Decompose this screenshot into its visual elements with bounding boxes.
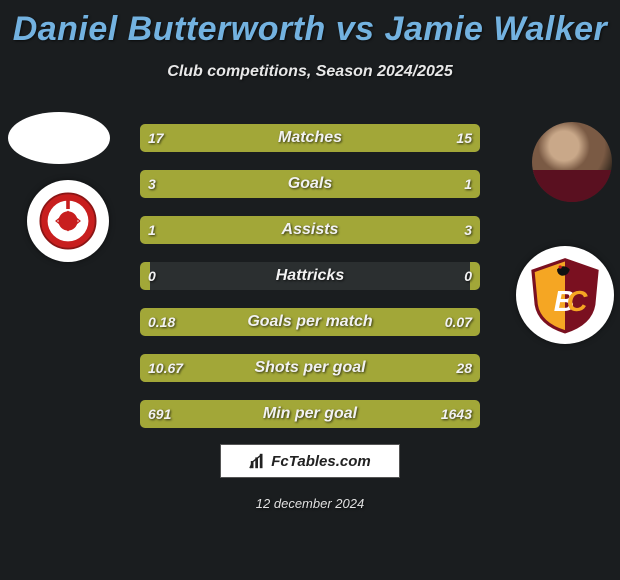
player2-avatar [532, 122, 612, 202]
brand-logo[interactable]: FcTables.com [220, 444, 400, 478]
stat-bar-right [242, 400, 480, 428]
stat-label: Hattricks [140, 267, 480, 285]
stat-bar-left [140, 170, 395, 198]
stat-row: 0.18 Goals per match 0.07 [140, 308, 480, 336]
stat-row: 0 Hattricks 0 [140, 262, 480, 290]
stat-bar-left [140, 124, 320, 152]
svg-text:C: C [567, 286, 589, 318]
stat-bar-left [140, 354, 235, 382]
stat-bar-left [140, 400, 242, 428]
stats-bars: 17 Matches 15 3 Goals 1 1 Assists 3 0 Ha… [140, 124, 480, 446]
stat-bar-right [395, 170, 480, 198]
stat-bar-right [235, 354, 480, 382]
stat-row: 3 Goals 1 [140, 170, 480, 198]
brand-text: FcTables.com [271, 453, 370, 470]
stat-row: 691 Min per goal 1643 [140, 400, 480, 428]
swindon-crest-icon [38, 191, 98, 251]
stat-row: 17 Matches 15 [140, 124, 480, 152]
stat-bar-right [385, 308, 480, 336]
stat-bar-left [140, 216, 225, 244]
stat-bar-left [140, 262, 150, 290]
stat-bar-right [320, 124, 480, 152]
stat-row: 1 Assists 3 [140, 216, 480, 244]
stat-bar-right [470, 262, 480, 290]
player2-club-badge: B C [510, 240, 620, 350]
comparison-title: Daniel Butterworth vs Jamie Walker [0, 0, 620, 49]
player1-club-badge [18, 178, 118, 263]
bar-chart-icon [249, 452, 267, 470]
footer-date: 12 december 2024 [0, 496, 620, 511]
stat-bar-left [140, 308, 385, 336]
bradford-crest-icon: B C [525, 255, 605, 335]
stat-row: 10.67 Shots per goal 28 [140, 354, 480, 382]
player1-avatar [8, 112, 110, 164]
comparison-subtitle: Club competitions, Season 2024/2025 [0, 63, 620, 81]
stat-bar-right [225, 216, 480, 244]
